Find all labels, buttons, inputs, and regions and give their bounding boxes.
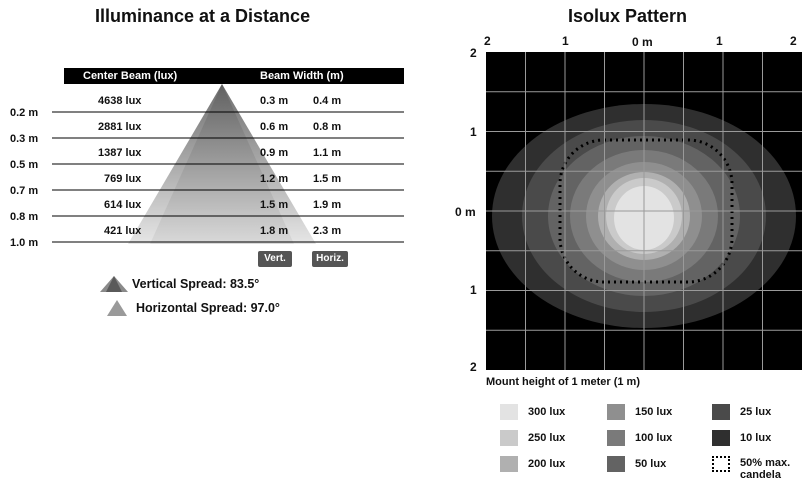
- vert-width-value: 0.3 m: [260, 95, 289, 107]
- top-axis-label: 1: [716, 34, 723, 48]
- horiz-width-value: 1.1 m: [313, 147, 342, 159]
- vertical-spread-icon: [100, 276, 128, 297]
- legend-swatch-10: [712, 430, 730, 446]
- distance-label: 0.3 m: [10, 133, 39, 145]
- illuminance-title: Illuminance at a Distance: [95, 6, 311, 26]
- left-axis-label: 1: [470, 283, 477, 297]
- isolux-title: Isolux Pattern: [568, 6, 688, 26]
- legend-swatch-150: [607, 404, 625, 420]
- legend-swatch-50: [607, 456, 625, 472]
- top-axis-label: 1: [562, 34, 569, 48]
- vert-badge: Vert.: [258, 251, 292, 267]
- center-lux-value: 769 lux: [104, 173, 142, 185]
- beam-cone-graphic: [52, 84, 404, 244]
- legend-label: 50 lux: [635, 458, 667, 470]
- distance-label: 0.5 m: [10, 159, 39, 171]
- beam-width-header: Beam Width (m): [260, 70, 344, 82]
- center-lux-value: 614 lux: [104, 199, 142, 211]
- left-axis-label: 2: [470, 46, 477, 60]
- legend-label: 50% max. candela: [740, 457, 791, 481]
- legend-swatch-100: [607, 430, 625, 446]
- legend-label: 200 lux: [528, 458, 566, 470]
- horiz-badge: Horiz.: [312, 251, 348, 267]
- vert-width-value: 1.5 m: [260, 199, 289, 211]
- legend-label: 250 lux: [528, 432, 566, 444]
- legend-label: 100 lux: [635, 432, 673, 444]
- vert-width-value: 0.9 m: [260, 147, 289, 159]
- vert-width-value: 0.6 m: [260, 121, 289, 133]
- left-axis-label: 0 m: [455, 205, 476, 219]
- legend-swatch-200: [500, 456, 518, 472]
- top-axis-label: 2: [790, 34, 797, 48]
- distance-label: 0.8 m: [10, 211, 39, 223]
- horiz-width-value: 1.5 m: [313, 173, 342, 185]
- distance-label: 1.0 m: [10, 237, 39, 249]
- top-axis-label: 2: [484, 34, 491, 48]
- isolux-plot: [486, 52, 802, 375]
- vertical-spread-label: Vertical Spread: 83.5°: [132, 277, 260, 291]
- horiz-width-value: 2.3 m: [313, 225, 342, 237]
- horizontal-spread-label: Horizontal Spread: 97.0°: [136, 301, 280, 315]
- legend-swatch-candela: [712, 456, 730, 472]
- center-lux-value: 1387 lux: [98, 147, 142, 159]
- horiz-width-value: 0.8 m: [313, 121, 342, 133]
- horizontal-spread-icon: [107, 300, 127, 321]
- distance-label: 0.2 m: [10, 107, 39, 119]
- legend-label: 10 lux: [740, 432, 772, 444]
- legend-label: 150 lux: [635, 406, 673, 418]
- distance-label: 0.7 m: [10, 185, 39, 197]
- center-lux-value: 4638 lux: [98, 95, 142, 107]
- center-lux-value: 421 lux: [104, 225, 142, 237]
- illuminance-diagram: [0, 0, 420, 335]
- table-header: Center Beam (lux) Beam Width (m): [64, 68, 404, 84]
- left-axis-label: 1: [470, 125, 477, 139]
- legend-swatch-25: [712, 404, 730, 420]
- legend-label: 300 lux: [528, 406, 566, 418]
- legend-swatch-250: [500, 430, 518, 446]
- mount-caption: Mount height of 1 meter (1 m): [486, 376, 640, 388]
- center-lux-value: 2881 lux: [98, 121, 142, 133]
- horiz-width-value: 1.9 m: [313, 199, 342, 211]
- legend-swatch-300: [500, 404, 518, 420]
- vert-width-value: 1.8 m: [260, 225, 289, 237]
- horiz-width-value: 0.4 m: [313, 95, 342, 107]
- legend-label: 25 lux: [740, 406, 772, 418]
- center-beam-header: Center Beam (lux): [83, 70, 178, 82]
- left-axis-label: 2: [470, 360, 477, 374]
- top-axis-label: 0 m: [632, 35, 653, 49]
- vert-width-value: 1.2 m: [260, 173, 289, 185]
